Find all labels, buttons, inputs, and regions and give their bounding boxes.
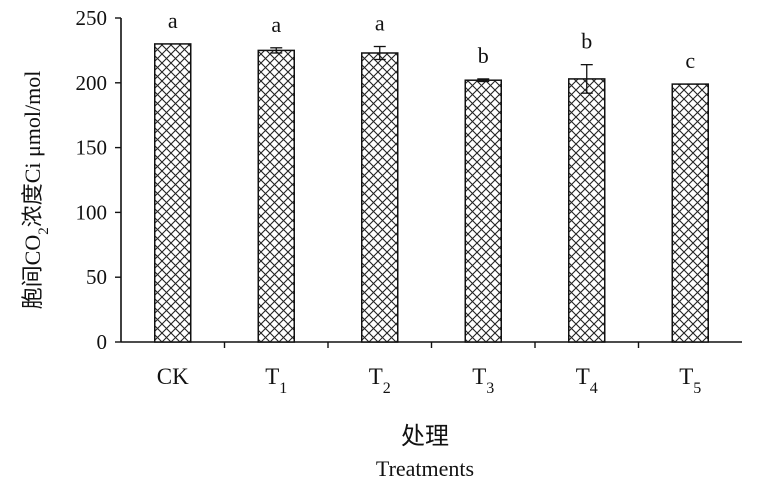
y-axis-label-part2: 浓度Ci μmol/mol (20, 71, 45, 228)
significance-letter: b (581, 29, 592, 54)
x-tick-label: CK (157, 364, 189, 389)
y-tick-label: 150 (76, 136, 108, 160)
bar (568, 78, 606, 343)
significance-letter: c (685, 48, 695, 73)
x-tick-label: T3 (472, 364, 494, 397)
y-axis-label-part1: 胞间CO (20, 235, 45, 310)
x-tick-label: T5 (679, 364, 701, 397)
y-tick-label: 100 (76, 200, 108, 224)
bar (671, 83, 709, 343)
bar (154, 43, 192, 343)
x-axis-label-chinese: 处理 (401, 423, 449, 450)
x-tick-label: T1 (265, 364, 287, 397)
y-axis-label: 胞间CO2浓度Ci μmol/mol (20, 71, 52, 310)
significance-letter: a (168, 8, 178, 33)
x-tick-labels: CK T1 T2 T3 T4 T5 (157, 364, 702, 397)
y-tick-label: 250 (76, 6, 108, 30)
y-tick-label: 50 (86, 265, 107, 289)
y-axis-label-subscript: 2 (36, 227, 52, 235)
significance-letter: a (375, 11, 385, 36)
x-tick-label: T4 (576, 364, 598, 397)
significance-letter: b (478, 43, 489, 68)
y-ticks: 0 50 100 150 200 250 (76, 6, 121, 354)
y-tick-label: 0 (97, 330, 108, 354)
y-tick-label: 200 (76, 71, 108, 95)
x-axis-label-english: Treatments (376, 456, 474, 481)
x-tick-label: T2 (369, 364, 391, 397)
significance-letter: a (271, 12, 281, 37)
bars: a a a b b c (154, 8, 709, 343)
bar (361, 52, 399, 343)
bar (257, 49, 295, 343)
bar (464, 79, 502, 343)
axes (120, 18, 742, 348)
